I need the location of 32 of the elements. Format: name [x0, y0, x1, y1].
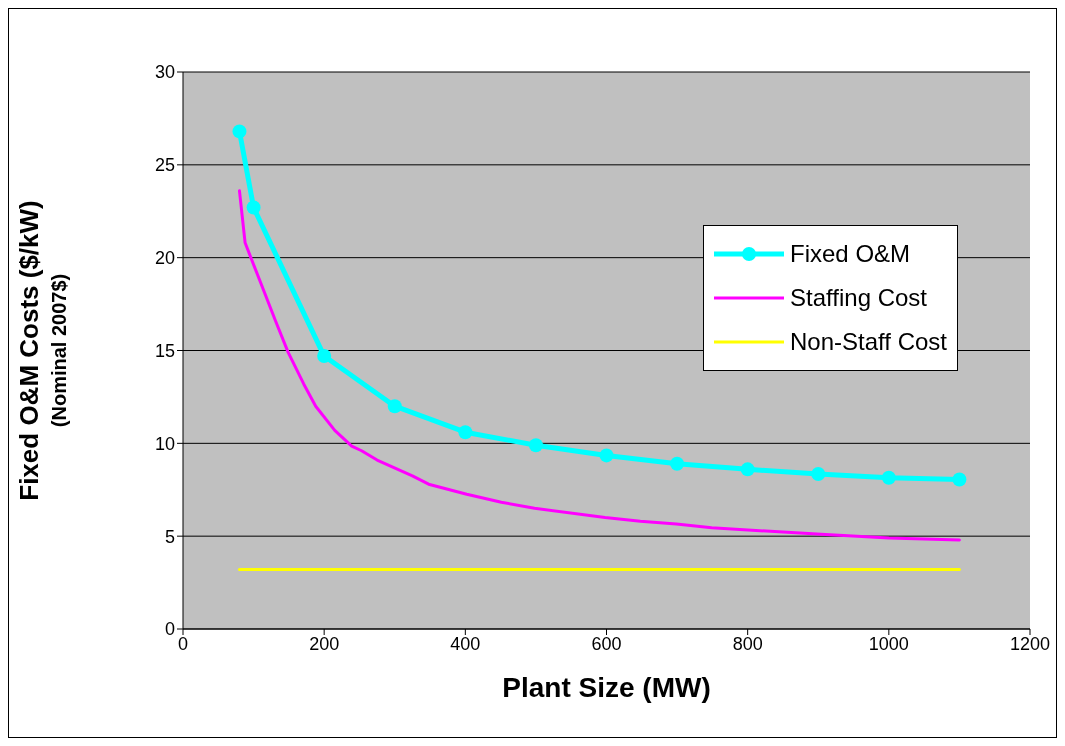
- x-tick-label: 600: [591, 633, 622, 654]
- point: [528, 438, 543, 453]
- legend-label: Non-Staff Cost: [790, 328, 947, 356]
- y-axis-title: Fixed O&M Costs ($/kW) (Nominal 2007$): [14, 200, 70, 501]
- point: [458, 425, 473, 440]
- y-tick-label: 30: [154, 62, 175, 83]
- point: [670, 456, 685, 471]
- point: [740, 462, 755, 477]
- point: [881, 470, 896, 485]
- point: [952, 472, 967, 487]
- point: [599, 448, 614, 463]
- line-series: [237, 189, 961, 542]
- x-tick-label: 1200: [1009, 633, 1051, 654]
- legend-label: Fixed O&M: [790, 240, 911, 268]
- x-tick-label: 800: [732, 633, 763, 654]
- x-tick-label: 400: [450, 633, 481, 654]
- y-tick-label: 20: [154, 248, 175, 269]
- point: [811, 466, 826, 481]
- y-tick-label: 5: [164, 526, 175, 547]
- point: [317, 349, 332, 364]
- x-tick-label: 0: [177, 633, 189, 654]
- x-axis-title: Plant Size (MW): [502, 672, 711, 703]
- point: [246, 200, 261, 215]
- point: [387, 399, 402, 414]
- x-tick-label: 200: [309, 633, 340, 654]
- y-tick-label: 10: [154, 433, 175, 454]
- x-tick-label: 1000: [868, 633, 909, 654]
- point: [232, 124, 247, 139]
- y-tick-label: 0: [164, 619, 175, 640]
- y-tick-label: 25: [154, 155, 175, 176]
- legend-label: Staffing Cost: [790, 284, 927, 312]
- y-tick-label: 15: [154, 340, 175, 361]
